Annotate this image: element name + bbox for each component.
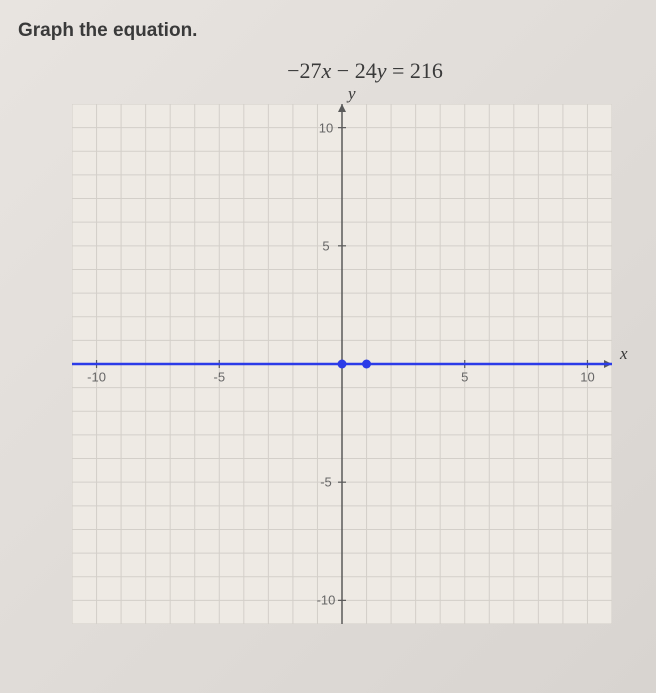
x-tick--10: -10 bbox=[87, 370, 106, 385]
x-axis-label: x bbox=[620, 344, 628, 364]
grid-svg[interactable] bbox=[72, 104, 612, 624]
equation: −27x − 24y = 216 bbox=[74, 58, 656, 84]
op-minus: − bbox=[331, 58, 354, 83]
var-x: x bbox=[322, 58, 332, 83]
problem-page: Graph the equation. −27x − 24y = 216 -10… bbox=[0, 0, 656, 693]
x-tick-5: 5 bbox=[461, 370, 468, 385]
y-tick-10: 10 bbox=[319, 120, 333, 135]
x-tick--5: -5 bbox=[213, 370, 225, 385]
y-tick--5: -5 bbox=[320, 475, 332, 490]
coordinate-grid[interactable]: -10-5510-10-5510yx bbox=[72, 104, 632, 644]
coef2: 24 bbox=[355, 58, 377, 83]
x-tick-10: 10 bbox=[580, 370, 594, 385]
y-tick-5: 5 bbox=[322, 238, 329, 253]
prompt-text: Graph the equation. bbox=[18, 20, 656, 42]
var-y: y bbox=[377, 58, 387, 83]
coef1: −27 bbox=[287, 58, 321, 83]
rhs: 216 bbox=[410, 58, 443, 83]
y-axis-label: y bbox=[348, 84, 356, 104]
y-tick--10: -10 bbox=[317, 593, 336, 608]
op-eq: = bbox=[386, 58, 409, 83]
